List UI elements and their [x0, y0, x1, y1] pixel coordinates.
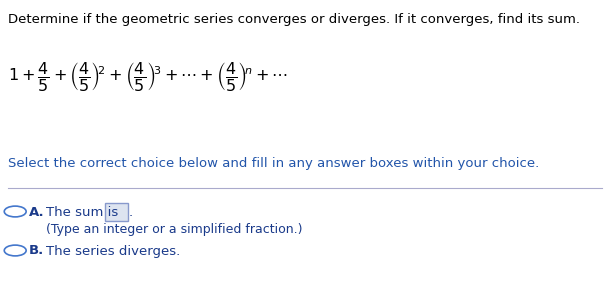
Text: The sum is: The sum is	[46, 206, 118, 218]
Text: The series diverges.: The series diverges.	[46, 244, 180, 257]
Text: (Type an integer or a simplified fraction.): (Type an integer or a simplified fractio…	[46, 224, 302, 236]
Text: B.: B.	[29, 244, 44, 257]
Text: Determine if the geometric series converges or diverges. If it converges, find i: Determine if the geometric series conver…	[8, 14, 580, 26]
Text: $1+\dfrac{4}{5}+\left(\dfrac{4}{5}\right)^{\!2}+\left(\dfrac{4}{5}\right)^{\!3}+: $1+\dfrac{4}{5}+\left(\dfrac{4}{5}\right…	[8, 60, 288, 93]
Text: Select the correct choice below and fill in any answer boxes within your choice.: Select the correct choice below and fill…	[8, 158, 539, 170]
Text: A.: A.	[29, 206, 45, 218]
Text: .: .	[129, 206, 133, 218]
